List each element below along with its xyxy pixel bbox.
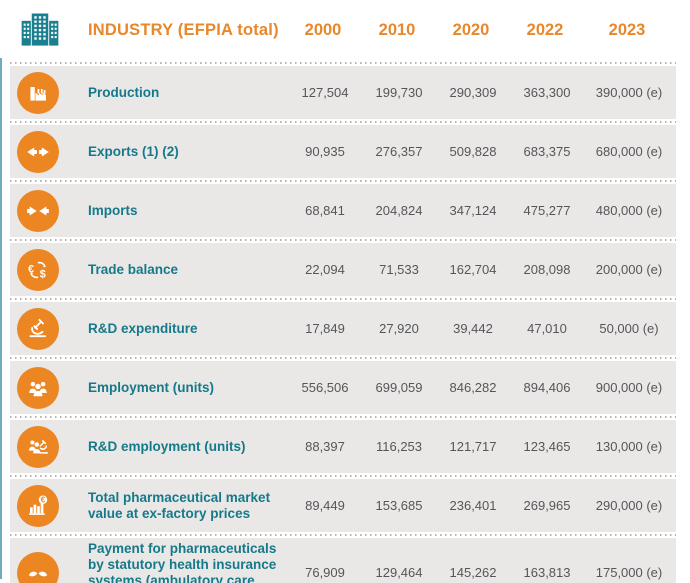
value-2010: 116,253: [375, 439, 423, 454]
row-label: R&D employment (units): [88, 438, 246, 454]
currency-exchange-icon: [17, 248, 59, 291]
table-row: Total pharmaceutical market value at ex-…: [10, 479, 676, 532]
row-label: Production: [88, 84, 160, 100]
value-2020: 236,401: [449, 498, 497, 513]
value-2020: 145,262: [449, 565, 497, 581]
row-label: Imports: [88, 202, 138, 218]
value-2022: 269,965: [523, 498, 571, 513]
row-label: Trade balance: [88, 261, 179, 277]
value-2022: 683,375: [523, 144, 571, 159]
dotted-separator: [10, 357, 676, 359]
table-row: Imports 68,841 204,824 347,124 475,277 4…: [10, 184, 676, 237]
table-header: INDUSTRY (EFPIA total) 2000 2010 2020 20…: [10, 0, 676, 60]
export-arrows-icon: [17, 130, 59, 173]
value-2010: 71,533: [379, 262, 419, 277]
value-2022: 208,098: [523, 262, 571, 277]
table-row: R&D employment (units) 88,397 116,253 12…: [10, 420, 676, 473]
row-label: Payment for pharmaceuticals by statutory…: [88, 541, 277, 583]
row-label: Employment (units): [88, 379, 215, 395]
value-2000: 89,449: [305, 498, 345, 513]
value-2023: 50,000 (e): [599, 321, 659, 336]
table-row: Employment (units) 556,506 699,059 846,2…: [10, 361, 676, 414]
hands-icon: [17, 551, 59, 583]
value-2020: 347,124: [449, 203, 497, 218]
value-2023: 290,000 (e): [595, 498, 663, 513]
dotted-separator: [10, 534, 676, 536]
value-2023: 130,000 (e): [595, 439, 663, 454]
column-header-2022: 2022: [526, 20, 564, 39]
table-row: R&D expenditure 17,849 27,920 39,442 47,…: [10, 302, 676, 355]
value-2000: 88,397: [305, 439, 345, 454]
value-2023: 390,000 (e): [595, 85, 663, 100]
people-icon: [17, 366, 59, 409]
value-2000: 556,506: [301, 380, 349, 395]
value-2022: 475,277: [523, 203, 571, 218]
value-2000: 90,935: [305, 144, 345, 159]
value-2022: 363,300: [523, 85, 571, 100]
value-2020: 846,282: [449, 380, 497, 395]
value-2010: 204,824: [375, 203, 423, 218]
value-2020: 121,717: [449, 439, 497, 454]
table-row: Payment for pharmaceuticals by statutory…: [10, 538, 676, 583]
column-header-2000: 2000: [304, 20, 342, 39]
row-label: Total pharmaceutical market value at ex-…: [88, 489, 271, 521]
factory-icon: [17, 71, 59, 114]
column-header-2023: 2023: [608, 20, 646, 39]
value-2010: 27,920: [379, 321, 419, 336]
dotted-separator: [10, 121, 676, 123]
dotted-separator: [10, 475, 676, 477]
row-label: R&D expenditure: [88, 320, 198, 336]
dotted-separator: [10, 62, 676, 64]
value-2022: 894,406: [523, 380, 571, 395]
buildings-icon: [18, 8, 62, 52]
dotted-separator: [10, 416, 676, 418]
column-header-2020: 2020: [452, 20, 490, 39]
value-2023: 680,000 (e): [595, 144, 663, 159]
value-2022: 163,813: [523, 565, 571, 581]
table-row: Exports (1) (2) 90,935 276,357 509,828 6…: [10, 125, 676, 178]
value-2010: 699,059: [375, 380, 423, 395]
value-2023: 900,000 (e): [595, 380, 663, 395]
value-2010: 276,357: [375, 144, 423, 159]
value-2000: 68,841: [305, 203, 345, 218]
value-2023: 480,000 (e): [595, 203, 663, 218]
value-2000: 76,909: [305, 565, 345, 581]
value-2010: 129,464: [375, 565, 423, 581]
value-2000: 127,504: [301, 85, 349, 100]
value-2000: 17,849: [305, 321, 345, 336]
value-2023: 175,000 (e): [595, 565, 663, 581]
dotted-separator: [10, 298, 676, 300]
value-2022: 47,010: [527, 321, 567, 336]
dotted-separator: [10, 239, 676, 241]
value-2020: 162,704: [449, 262, 497, 277]
value-2010: 199,730: [375, 85, 423, 100]
table-body: Production 127,504 199,730 290,309 363,3…: [10, 66, 676, 583]
value-2020: 290,309: [449, 85, 497, 100]
value-2000: 22,094: [305, 262, 345, 277]
people-microscope-icon: [17, 425, 59, 468]
import-arrows-icon: [17, 189, 59, 232]
bar-chart-euro-icon: [17, 484, 59, 527]
value-2020: 509,828: [449, 144, 497, 159]
dotted-separator: [10, 180, 676, 182]
value-2023: 200,000 (e): [595, 262, 663, 277]
table-row: Production 127,504 199,730 290,309 363,3…: [10, 66, 676, 119]
page-title: INDUSTRY (EFPIA total): [88, 20, 279, 39]
table-row: Trade balance 22,094 71,533 162,704 208,…: [10, 243, 676, 296]
value-2020: 39,442: [453, 321, 493, 336]
column-header-2010: 2010: [378, 20, 416, 39]
value-2022: 123,465: [523, 439, 571, 454]
microscope-icon: [17, 307, 59, 350]
value-2010: 153,685: [375, 498, 423, 513]
row-label: Exports (1) (2): [88, 143, 179, 159]
